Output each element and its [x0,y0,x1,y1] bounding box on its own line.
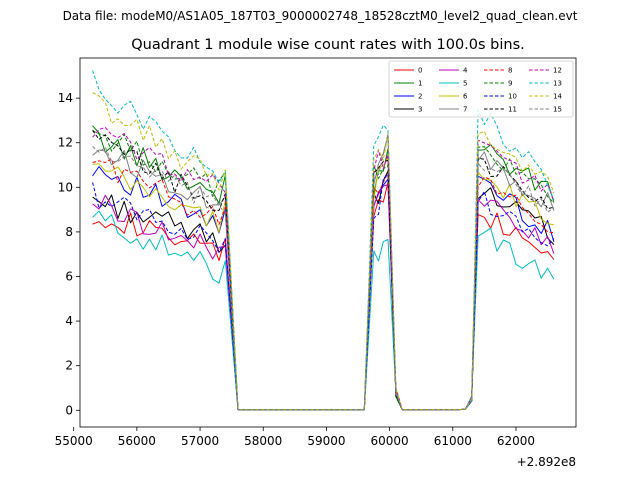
legend-label-9: 9 [508,80,512,88]
axes-frame [79,57,577,428]
legend-label-10: 10 [508,93,517,101]
x-tick-label: 58000 [244,434,282,448]
legend-label-3: 3 [418,106,422,114]
legend-label-13: 13 [553,80,562,88]
x-tick-label: 59000 [307,434,345,448]
legend-label-12: 12 [553,67,562,75]
x-tick-label: 60000 [371,434,409,448]
y-tick-label: 10 [58,180,73,194]
legend-label-2: 2 [418,93,422,101]
legend-label-7: 7 [463,106,467,114]
chart-title: Quadrant 1 module wise count rates with … [131,37,525,53]
x-tick-label: 61000 [434,434,472,448]
legend-label-6: 6 [463,93,468,101]
y-tick-label: 8 [65,225,73,239]
plot-area [79,57,577,428]
legend-label-4: 4 [463,67,468,75]
legend-label-1: 1 [418,80,422,88]
axes-background [80,58,576,427]
legend-label-5: 5 [463,80,467,88]
y-tick-label: 0 [65,403,73,417]
y-tick-label: 2 [65,359,73,373]
x-tick-label: 62000 [497,434,535,448]
x-tick-label: 56000 [118,434,156,448]
figure-suptitle: Data file: modeM0/AS1A05_187T03_90000027… [63,9,578,23]
legend-label-15: 15 [553,106,562,114]
legend-label-11: 11 [508,106,517,114]
y-axis: 0 2 4 6 8 10 12 14 [58,91,80,417]
legend-label-8: 8 [508,67,512,75]
x-tick-label: 57000 [181,434,219,448]
x-axis: 55000 56000 57000 58000 59000 60000 61000 62000 [55,427,535,448]
y-tick-label: 6 [65,270,73,284]
y-tick-label: 12 [58,136,73,150]
series-line-module-15 [92,133,555,411]
x-tick-label: 55000 [55,434,93,448]
x-axis-offset-label: +2.892e8 [517,455,576,469]
y-tick-label: 14 [58,91,73,105]
legend-label-14: 14 [553,93,562,101]
y-tick-label: 4 [65,314,73,328]
legend-frame [388,60,574,118]
legend-label-0: 0 [418,67,422,75]
